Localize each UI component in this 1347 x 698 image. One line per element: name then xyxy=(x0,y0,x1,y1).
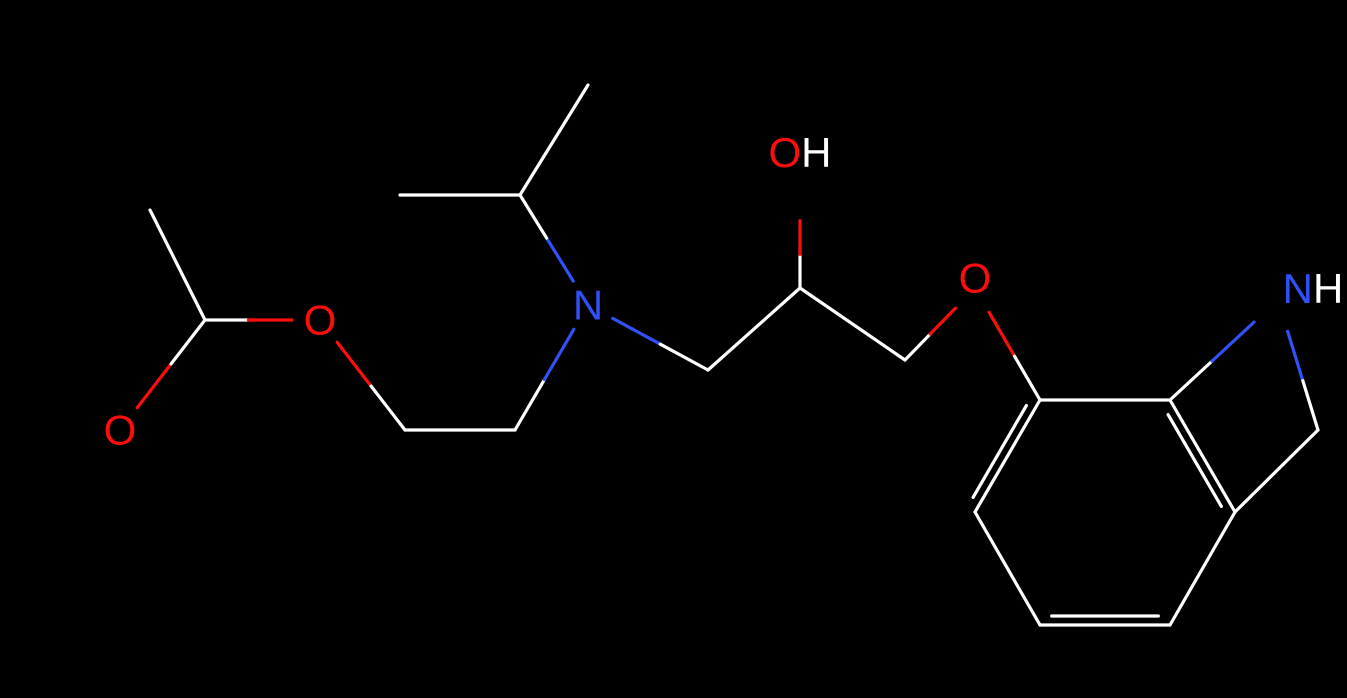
atom-label-O4: O xyxy=(959,255,992,302)
atom-label-O2: O xyxy=(304,297,337,344)
atom-label-N2: NH xyxy=(1283,265,1344,312)
atom-label-O1: O xyxy=(104,407,137,454)
atom-label-O3: OH xyxy=(768,129,831,176)
background xyxy=(0,0,1347,698)
molecule-diagram: O O N OH O NH xyxy=(0,0,1347,698)
atom-label-N1: N xyxy=(573,282,603,329)
